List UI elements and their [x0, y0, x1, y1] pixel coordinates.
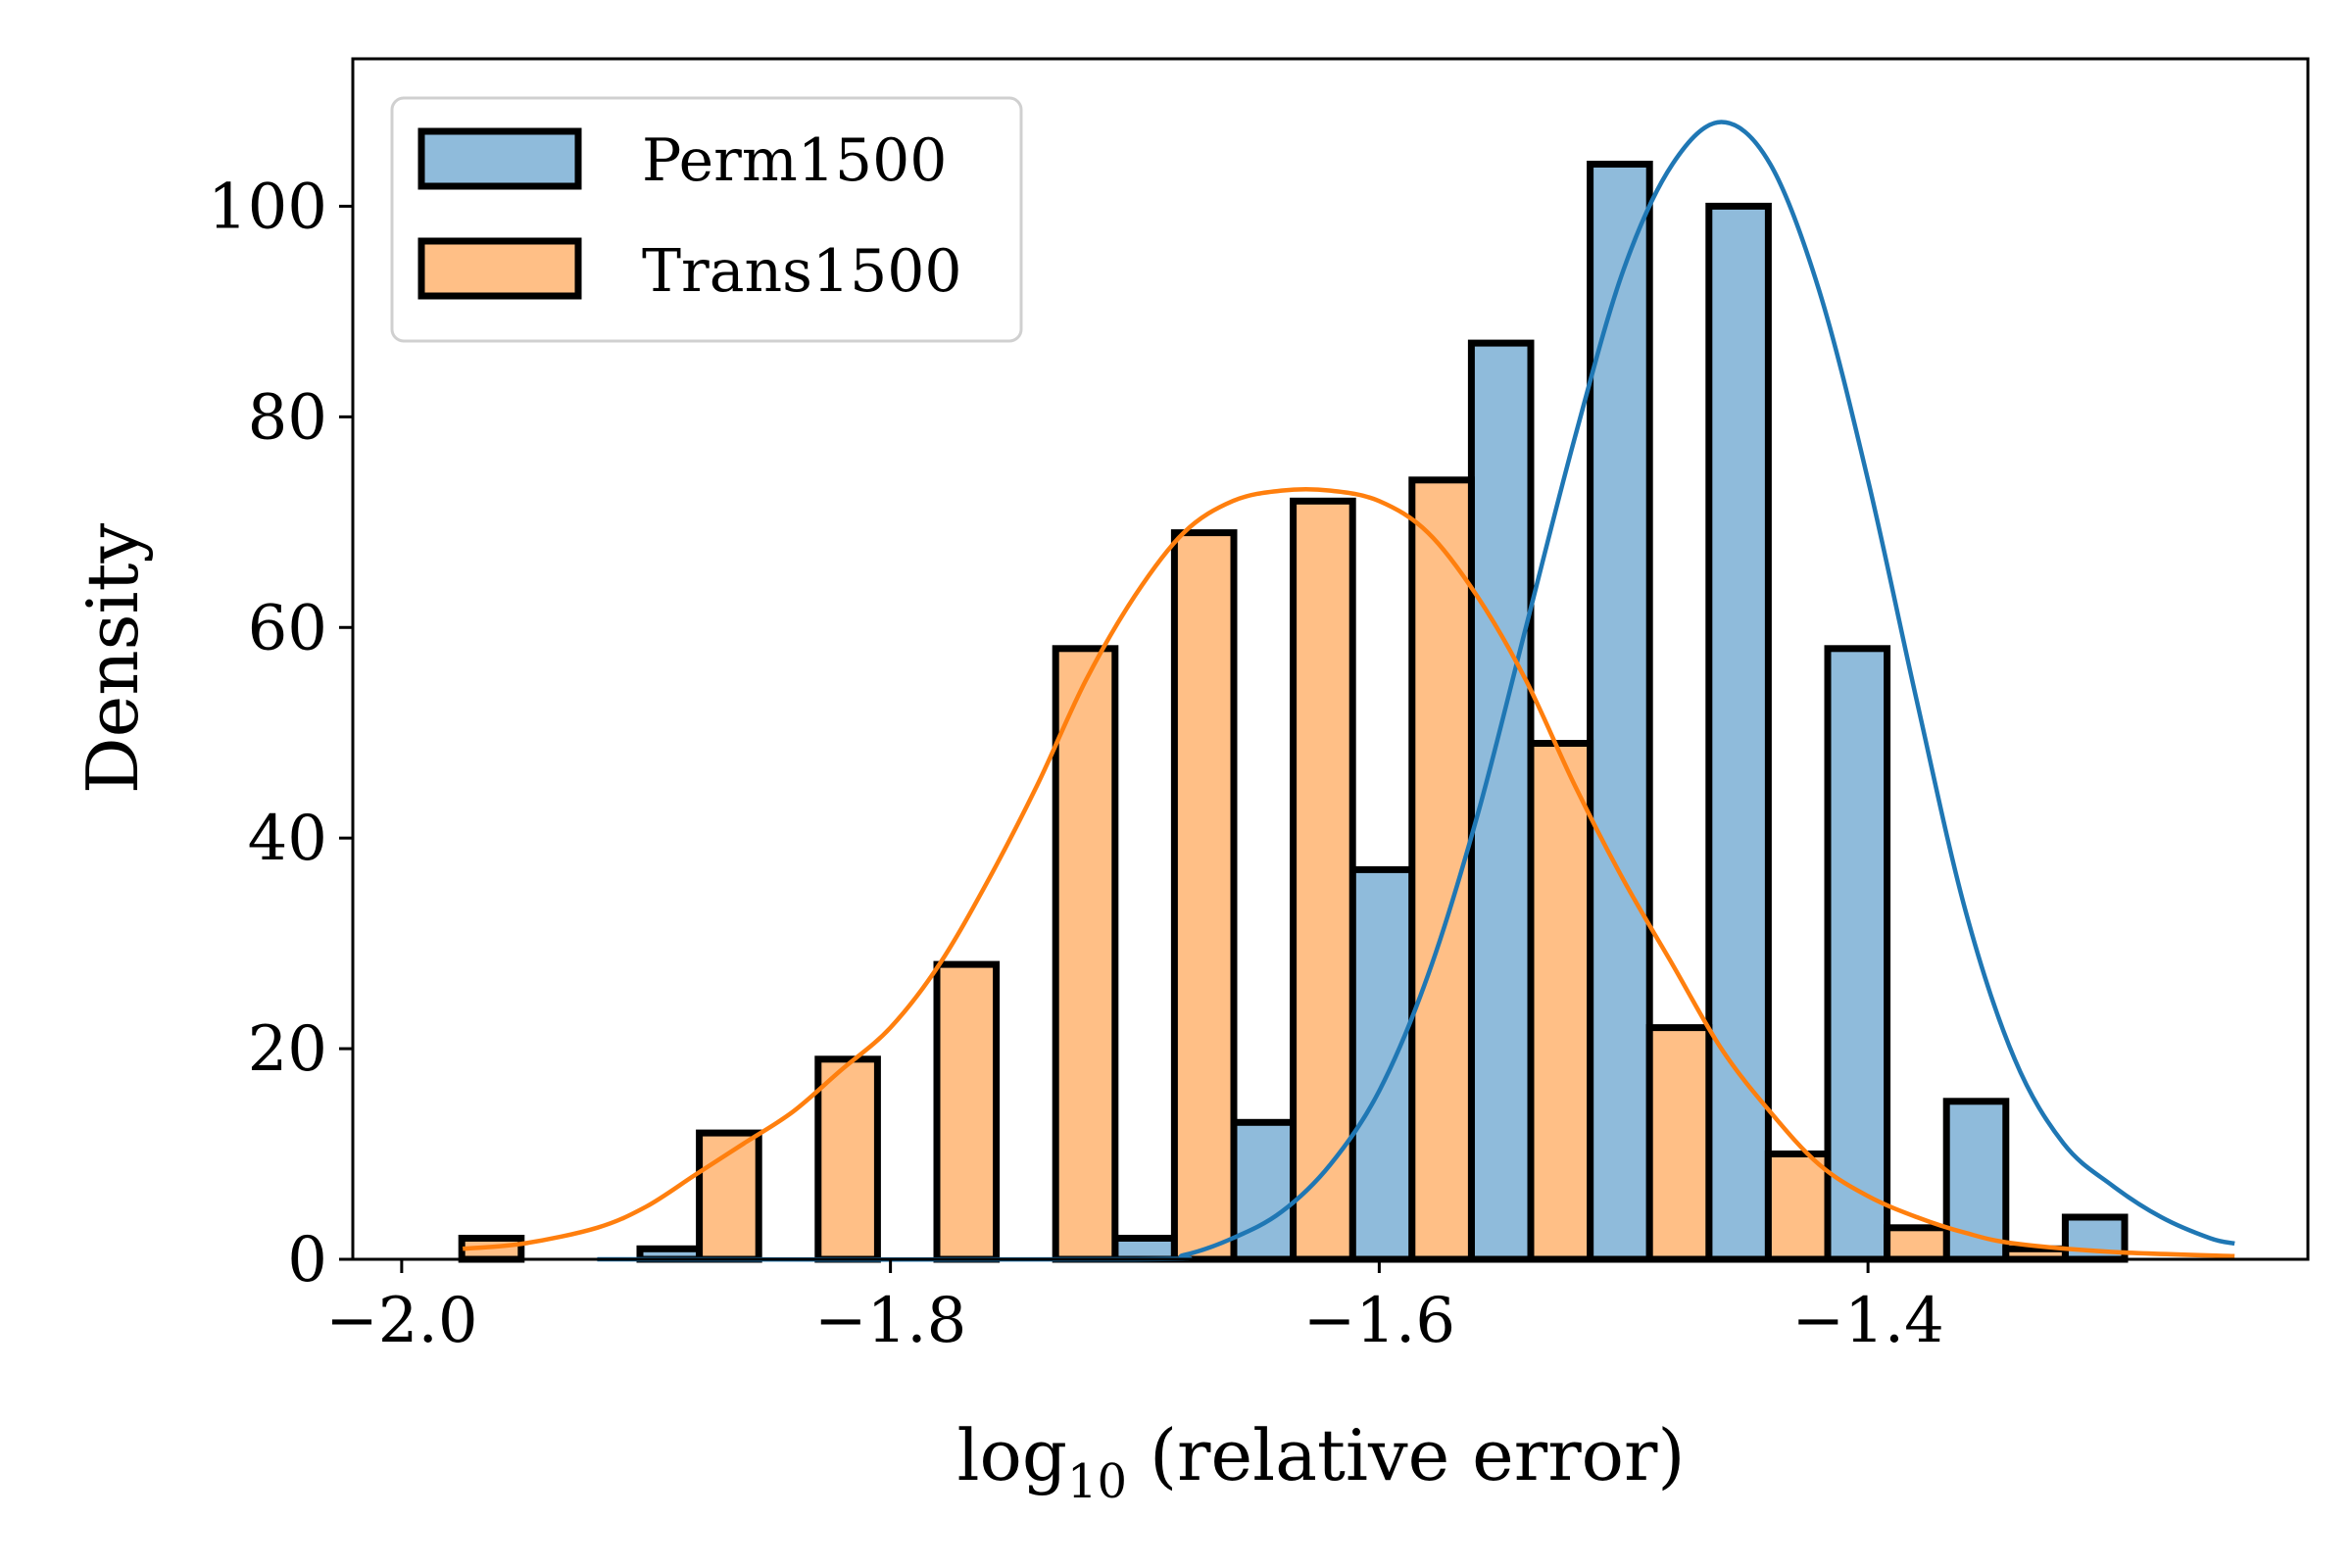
bar-trans1500-bin-13: [2002, 1245, 2069, 1263]
bar-perm1500-bin-6: [1230, 1118, 1298, 1263]
bar-trans1500-bin-5: [1052, 645, 1119, 1263]
plot-frame: [351, 57, 2310, 1261]
x-tick-label: −1.4: [1791, 1285, 1943, 1357]
kde-curve-trans1500: [463, 487, 2235, 1259]
bar-trans1500-bin-11: [1764, 1151, 1832, 1263]
bar-trans1500-bin-3: [814, 1055, 881, 1263]
bar-perm1500-bin-5: [1111, 1235, 1178, 1263]
bar-perm1500-bin-11: [1824, 645, 1891, 1263]
y-tick-label: 40: [248, 803, 327, 875]
bar-trans1500-bin-10: [1645, 1024, 1713, 1263]
x-axis-title-subscript: 10: [1067, 1454, 1127, 1509]
bar-trans1500-bin-9: [1527, 740, 1594, 1263]
y-axis-title: Density: [72, 523, 154, 795]
y-tick-label: 0: [287, 1224, 327, 1297]
x-axis-title-rest: (relative error): [1127, 1414, 1685, 1496]
legend: Perm1500 Trans1500: [390, 96, 1023, 343]
legend-swatch-perm1500: [417, 127, 582, 190]
bar-perm1500-bin-7: [1348, 865, 1416, 1263]
x-axis-title: log10 (relative error): [957, 1414, 1686, 1509]
kde-layer: [463, 120, 2235, 1262]
bar-trans1500-bin-4: [933, 960, 1001, 1263]
bar-trans1500-bin-12: [1884, 1224, 1950, 1263]
legend-label-trans1500: Trans1500: [642, 237, 962, 306]
x-axis-ticks: −2.0 −1.8 −1.6 −1.4: [325, 1259, 1944, 1357]
kde-curve-perm1500: [597, 120, 2235, 1262]
x-tick-label: −1.6: [1303, 1285, 1455, 1357]
legend-label-perm1500: Perm1500: [642, 126, 947, 195]
x-tick-label: −2.0: [325, 1285, 477, 1357]
y-tick-label: 80: [248, 381, 327, 454]
y-axis-ticks: 0 20 40 60 80 100: [208, 171, 353, 1297]
legend-swatch-trans1500: [417, 237, 582, 300]
y-tick-label: 20: [248, 1013, 327, 1086]
bar-trans1500-bin-6: [1170, 529, 1238, 1263]
y-tick-label: 100: [208, 171, 327, 243]
bar-perm1500-bin-9: [1587, 161, 1653, 1263]
y-tick-label: 60: [248, 592, 327, 664]
x-tick-label: −1.8: [814, 1285, 966, 1357]
